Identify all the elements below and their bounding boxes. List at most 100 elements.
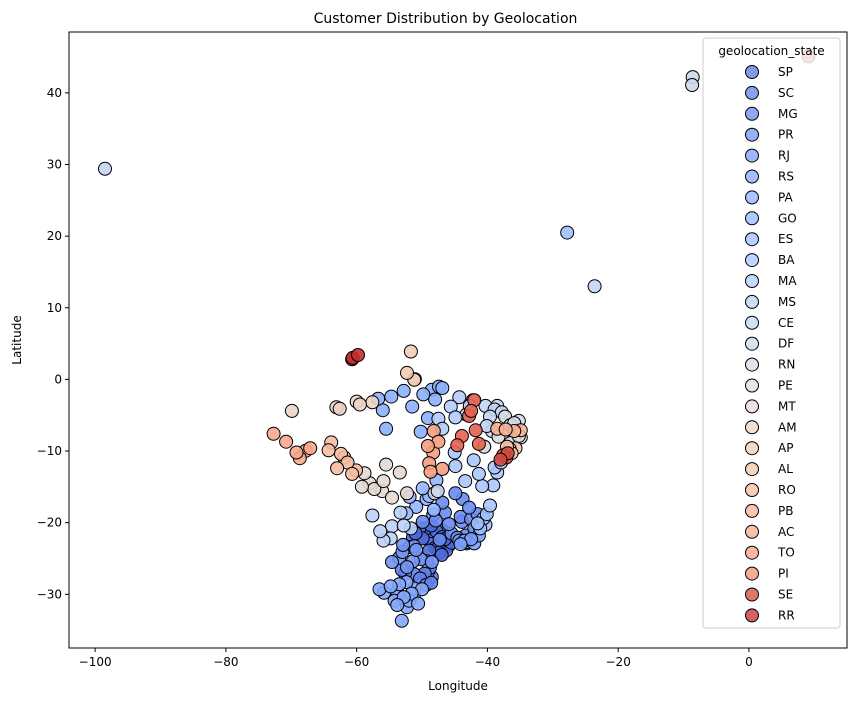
series-mt [354,457,414,505]
data-point [448,459,463,474]
data-point [413,424,428,439]
data-point [468,423,483,438]
legend-entry-label: PE [778,379,793,393]
data-point [493,452,508,467]
series-df [427,70,700,501]
data-point [330,461,345,476]
chart-title: Customer Distribution by Geolocation [314,11,578,27]
y-axis: −30 −20 −10 0 10 20 30 40 [37,86,69,601]
x-tick-label: −80 [213,655,238,669]
data-point [448,486,463,501]
x-tick-label: −20 [606,655,631,669]
data-point [560,225,575,240]
legend-entry-label: SE [778,588,793,602]
data-point [396,518,411,533]
data-point [415,481,430,496]
data-point [434,547,449,562]
legend-marker [745,524,759,539]
series-mg [415,486,485,547]
data-point [385,519,399,534]
plot-frame [68,31,848,649]
legend-marker [745,503,759,518]
data-point [394,613,409,628]
series-ms [365,505,418,548]
data-point [405,399,420,414]
legend-entries: SP SC MG PR RJ RS PA GO ES BA MA MS CE DF RN PE MT AM AP AL… [745,65,798,623]
series-to [420,424,450,479]
legend-marker [745,65,759,79]
data-point [452,390,467,405]
data-point [396,383,411,398]
data-point [400,560,414,575]
data-point [466,453,481,468]
data-point [498,422,513,437]
data-point [423,464,438,479]
data-point [289,445,304,460]
legend-entry-label: MS [778,295,796,309]
legend-marker [745,566,759,581]
legend-entry-label: GO [778,211,797,225]
legend-marker [745,315,759,330]
data-point [98,161,112,176]
data-point [351,348,365,362]
data-point [432,532,447,547]
data-point [379,457,394,472]
legend-entry-label: RN [778,358,795,372]
legend-marker [745,211,759,226]
data-point [384,389,399,404]
data-point [475,479,490,494]
legend-entry-label: RJ [778,149,790,163]
legend-entry-label: PR [778,128,794,142]
data-point [483,498,497,513]
data-point [303,441,318,456]
legend-marker [745,169,759,184]
data-point [453,537,468,552]
legend-entry-label: MA [778,274,797,288]
data-point [352,397,367,412]
data-point [403,344,418,359]
data-point [415,514,430,529]
data-point [400,486,414,501]
data-point [400,365,414,380]
y-axis-label: Latitude [10,315,24,364]
legend-entry-label: SC [778,86,794,100]
legend-marker [745,253,759,268]
data-point [385,555,399,569]
data-point [396,537,411,552]
data-point [430,484,445,499]
series-pi [450,393,486,453]
legend-marker [745,274,759,288]
data-point [470,516,485,531]
data-point [685,78,700,92]
series-ce [98,161,602,438]
data-point [373,524,388,539]
y-tick-label: −20 [37,516,62,530]
data-point [416,387,431,402]
legend-marker [745,608,759,623]
legend-entry-label: MT [778,399,796,413]
data-point [392,465,407,480]
x-tick-label: −100 [79,655,112,669]
data-point [321,443,336,458]
data-point [450,438,465,453]
data-point [379,421,394,436]
data-point [420,439,435,453]
data-point [426,502,441,517]
data-point [464,403,479,418]
legend-marker [745,420,759,435]
data-point [424,555,439,569]
legend-marker [745,357,759,372]
legend-entry-label: AC [778,525,794,539]
x-tick-label: 0 [745,655,753,669]
legend-marker [745,399,759,414]
y-tick-label: −10 [37,444,62,458]
data-point [390,598,405,612]
data-point [458,474,473,489]
data-point [471,436,486,451]
data-point [266,426,281,441]
legend-marker [745,462,759,477]
series-am [284,394,380,418]
data-point [385,490,399,505]
legend-entry-label: RR [778,608,795,622]
